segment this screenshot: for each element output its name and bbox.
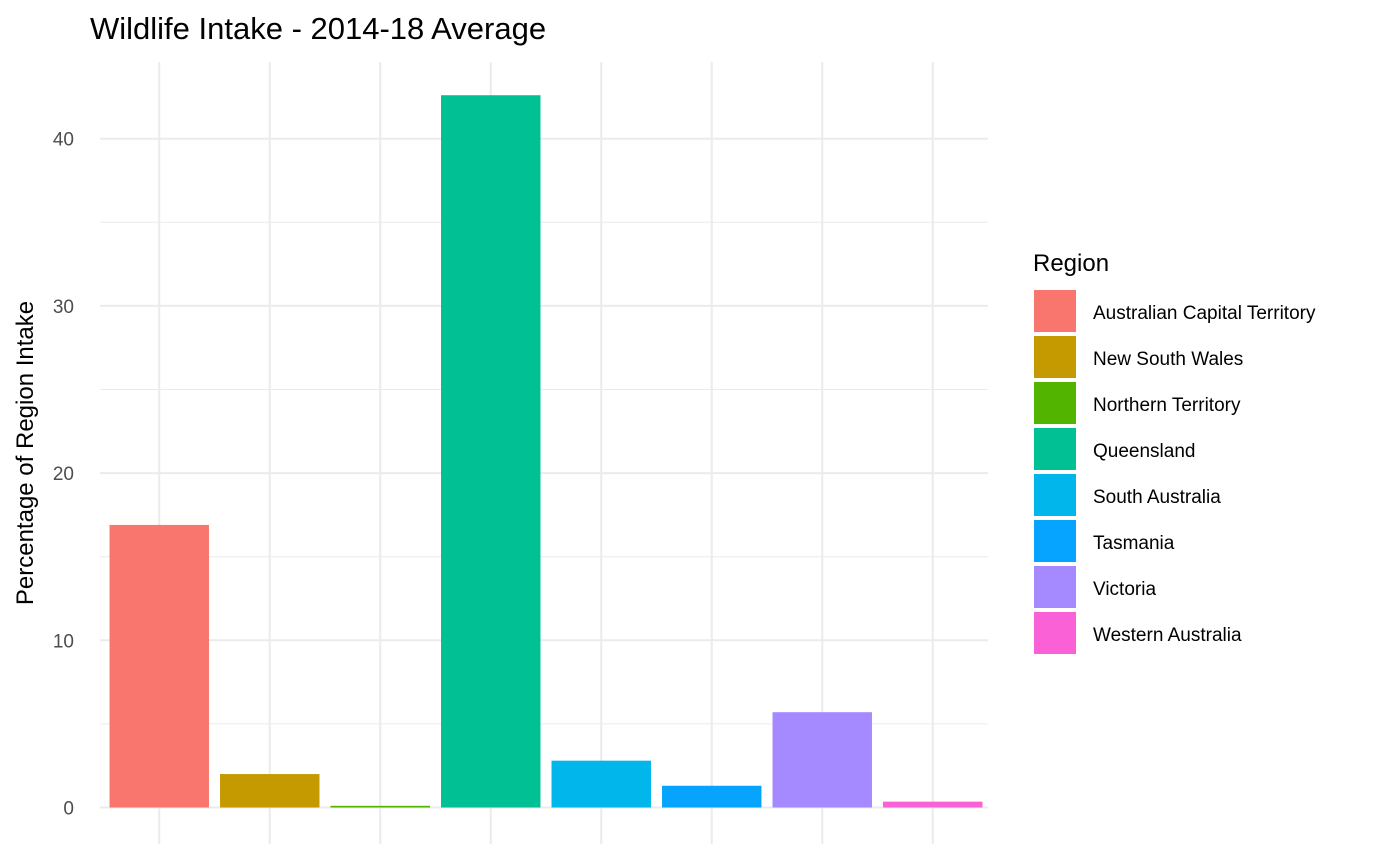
legend-label: New South Wales [1093, 349, 1243, 370]
bar [662, 785, 762, 808]
legend-swatch [1034, 428, 1076, 470]
y-tick-label: 10 [53, 631, 74, 652]
legend-swatch [1034, 474, 1076, 516]
bar [551, 760, 651, 808]
legend-label: Queensland [1093, 441, 1195, 462]
legend-swatch [1034, 566, 1076, 608]
legend-label: Western Australia [1093, 625, 1242, 646]
legend-label: South Australia [1093, 487, 1221, 508]
y-tick-label: 40 [53, 130, 74, 151]
legend-label: Australian Capital Territory [1093, 303, 1316, 324]
bar [883, 801, 983, 808]
bar [772, 712, 872, 808]
legend-swatch [1034, 382, 1076, 424]
legend-swatch [1034, 336, 1076, 378]
y-tick-label: 0 [63, 799, 74, 820]
legend-swatch [1034, 612, 1076, 654]
legend-swatch [1034, 290, 1076, 332]
legend-swatch [1034, 520, 1076, 562]
legend-title: Region [1033, 250, 1109, 277]
legend: Region Australian Capital Territory New S… [1033, 250, 1316, 654]
bars [109, 95, 983, 808]
y-axis-ticks: 0 10 20 30 40 [53, 130, 74, 820]
legend-label: Northern Territory [1093, 395, 1241, 416]
bar [330, 805, 430, 808]
bar [220, 774, 320, 808]
y-tick-label: 20 [53, 464, 74, 485]
bar [109, 524, 209, 808]
bar [441, 95, 541, 808]
legend-label: Victoria [1093, 579, 1156, 600]
legend-label: Tasmania [1093, 533, 1175, 554]
chart-title: Wildlife Intake - 2014-18 Average [90, 11, 546, 46]
y-tick-label: 30 [53, 297, 74, 318]
y-axis-title: Percentage of Region Intake [12, 301, 39, 605]
